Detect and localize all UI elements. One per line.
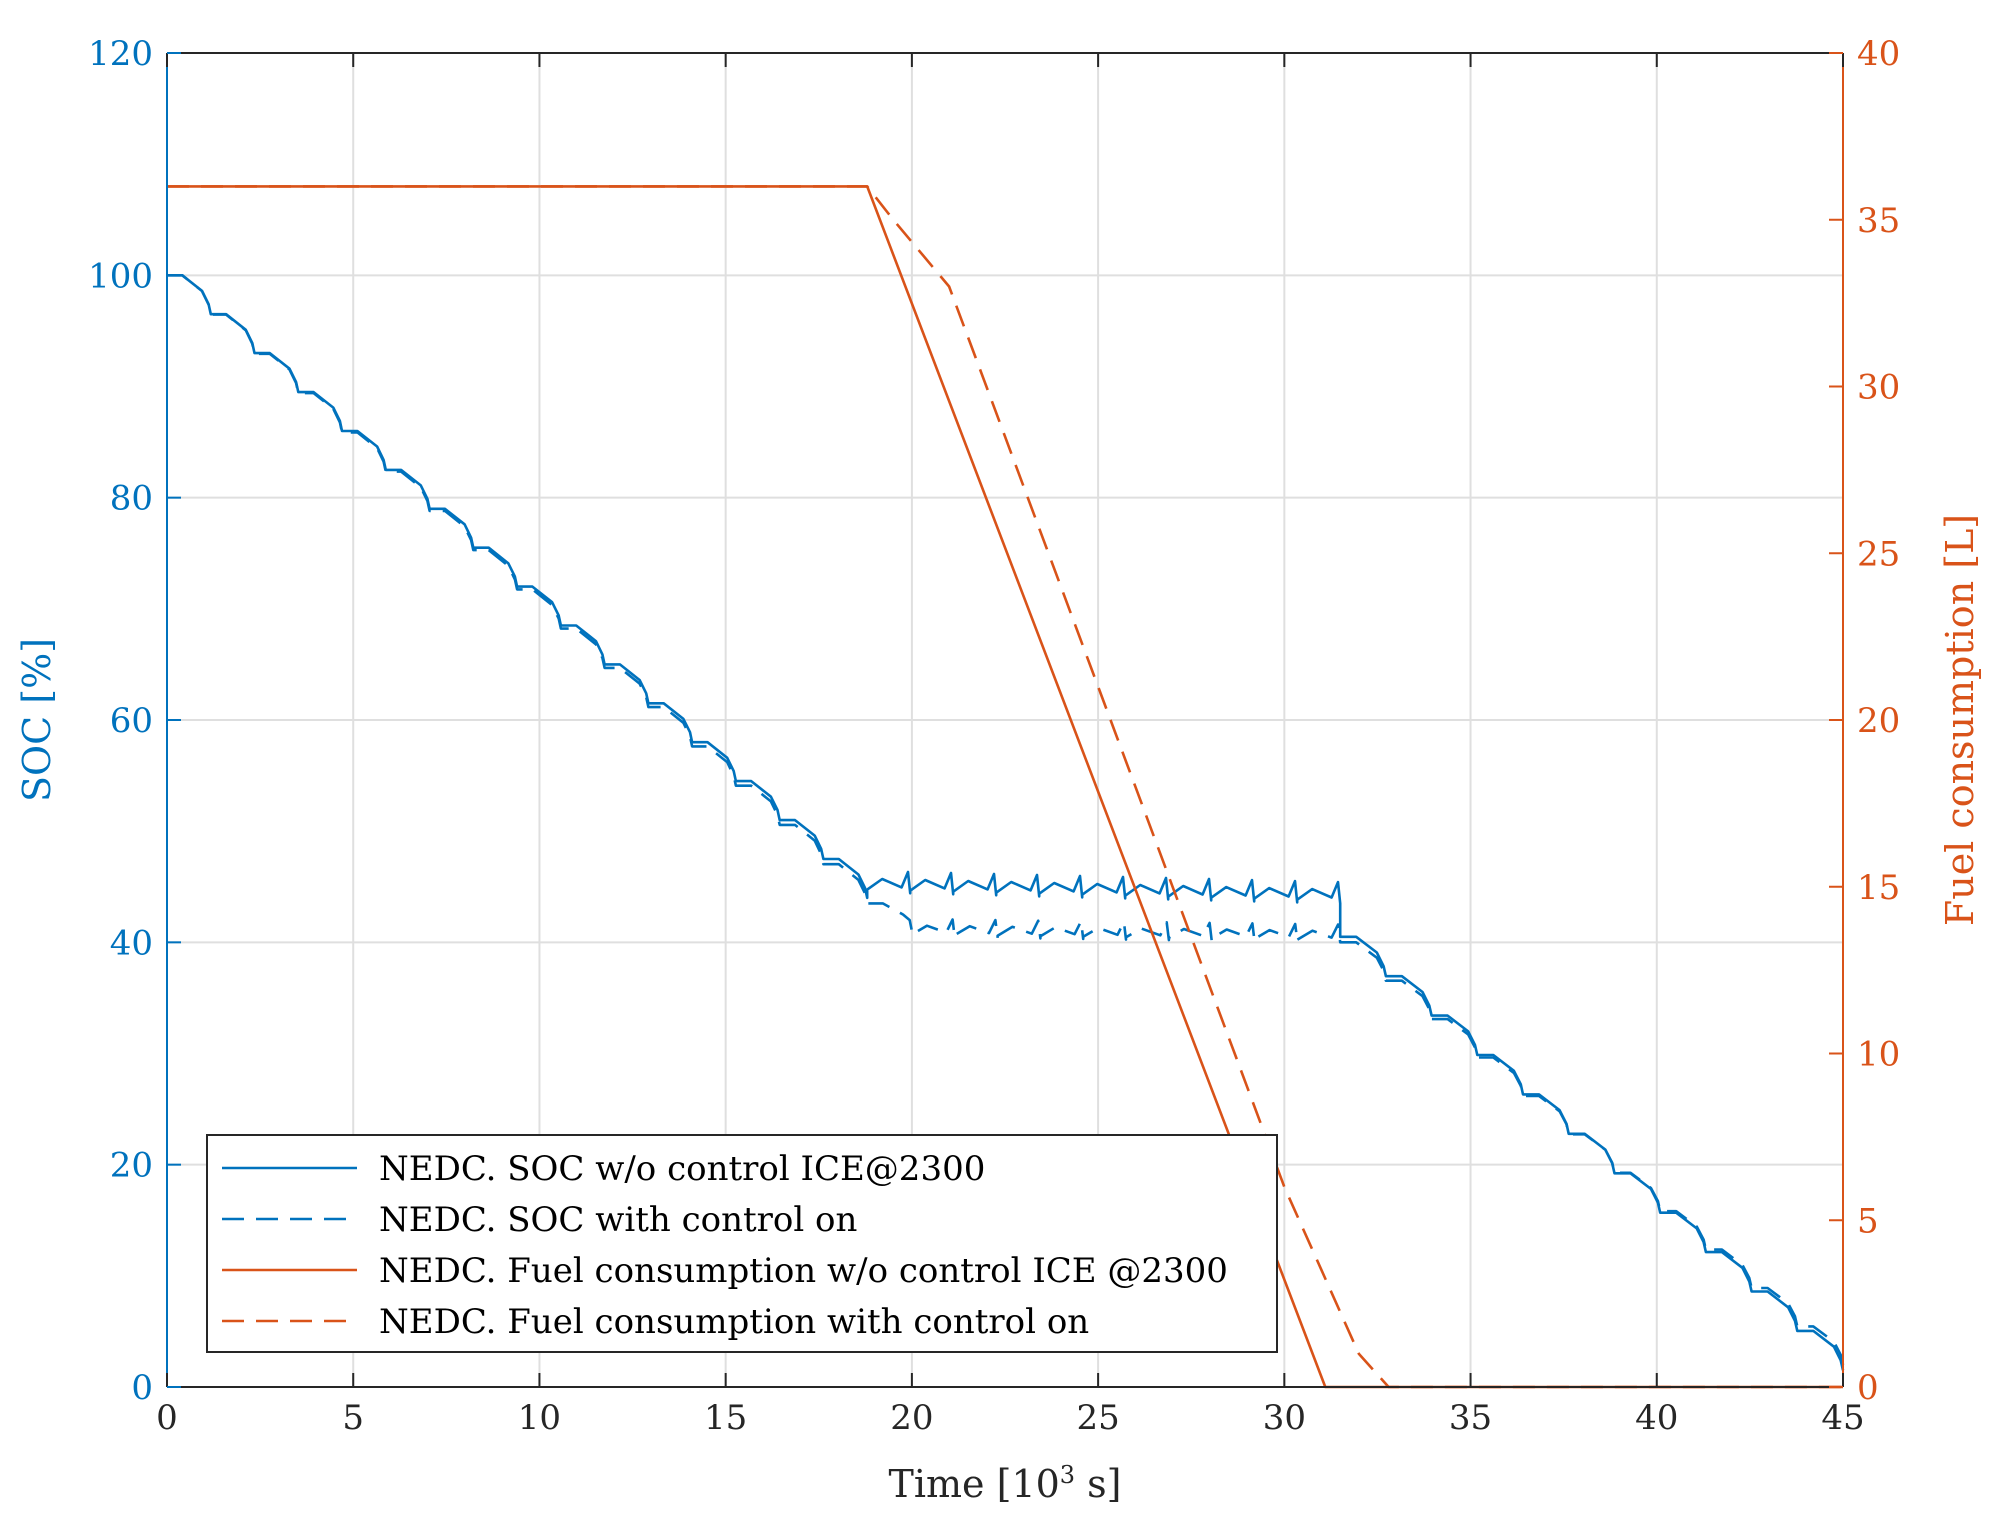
x-tick-label-5: 5 — [342, 1398, 364, 1438]
ticks: 0 5 10 15 20 25 30 35 40 450204060801001200510152… — [88, 34, 1900, 1438]
x-tick-label-0: 0 — [156, 1398, 178, 1438]
y-left-tick-label-80: 80 — [110, 479, 153, 519]
x-axis-label-exponent: 3 — [1060, 1461, 1075, 1489]
y-right-tick-label-40: 40 — [1857, 34, 1900, 74]
x-tick-label-35: 35 — [1449, 1398, 1492, 1438]
y-left-tick-label-60: 60 — [110, 701, 153, 741]
y-right-tick-label-25: 25 — [1857, 534, 1900, 574]
x-tick-label-30: 30 — [1263, 1398, 1306, 1438]
legend-entry-soc-with-control: NEDC. SOC with control on — [379, 1200, 857, 1240]
y-right-tick-label-35: 35 — [1857, 201, 1900, 241]
x-axis-label-main: Time [10 — [889, 1462, 1060, 1506]
y-right-tick-label-20: 20 — [1857, 701, 1900, 741]
y-left-tick-label-100: 100 — [88, 256, 153, 296]
legend-box — [206, 1134, 1278, 1353]
legend-entry-fuel-no-control: NEDC. Fuel consumption w/o control ICE @… — [379, 1251, 1228, 1291]
legend: NEDC. SOC w/o control ICE@2300 NEDC. SOC… — [206, 1134, 1278, 1353]
x-tick-label-20: 20 — [890, 1398, 933, 1438]
x-tick-label-25: 25 — [1076, 1398, 1119, 1438]
x-tick-label-10: 10 — [518, 1398, 561, 1438]
x-axis-label: Time [103 s] — [889, 1461, 1122, 1506]
series-line-3 — [167, 185, 1843, 1389]
y-right-tick-label-10: 10 — [1857, 1035, 1900, 1075]
y-left-tick-label-40: 40 — [110, 923, 153, 963]
series-line-1 — [167, 274, 1845, 1366]
y-axis-left-label: SOC [%] — [15, 638, 59, 802]
legend-entry-fuel-with-control: NEDC. Fuel consumption with control on — [379, 1302, 1089, 1342]
y-right-tick-label-5: 5 — [1857, 1201, 1879, 1241]
x-tick-label-40: 40 — [1635, 1398, 1678, 1438]
legend-entry-soc-no-control: NEDC. SOC w/o control ICE@2300 — [379, 1149, 985, 1189]
y-axis-right-label: Fuel consumption [L] — [1938, 514, 1982, 926]
x-tick-label-15: 15 — [704, 1398, 747, 1438]
y-right-tick-label-15: 15 — [1857, 868, 1900, 908]
x-tick-label-45: 45 — [1821, 1398, 1864, 1438]
y-left-tick-label-120: 120 — [88, 34, 153, 74]
y-right-tick-label-0: 0 — [1857, 1368, 1879, 1408]
y-right-tick-label-30: 30 — [1857, 368, 1900, 408]
x-axis-label-suffix: s] — [1075, 1462, 1121, 1506]
y-left-tick-label-0: 0 — [131, 1368, 153, 1408]
y-left-tick-label-20: 20 — [110, 1146, 153, 1186]
